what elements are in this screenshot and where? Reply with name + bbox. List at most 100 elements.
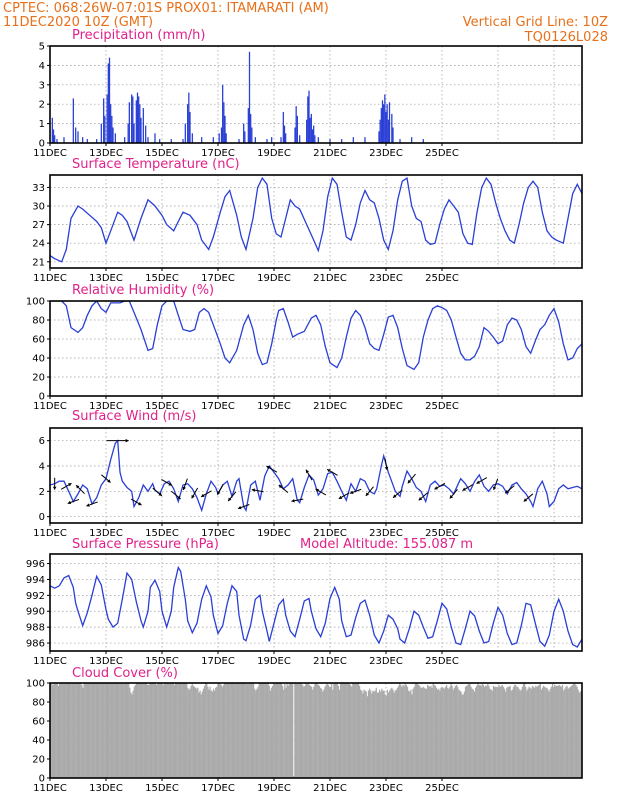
precip-title: Precipitation (mm/h) [72, 28, 205, 43]
cloud-bar [550, 686, 553, 778]
cloud-bar [248, 683, 250, 778]
cloud-bar [518, 688, 520, 778]
precip-bar [296, 115, 298, 143]
wind-vector [449, 488, 458, 499]
cloud-bar [525, 686, 527, 778]
x-tick-label: 19DEC [257, 273, 291, 284]
cloud-bar [415, 683, 418, 778]
cloud-bar [423, 687, 425, 778]
cloud-bar [221, 686, 224, 778]
x-tick-label: 23DEC [369, 273, 403, 284]
precip-bar [77, 131, 79, 143]
cloud-bar [208, 689, 210, 778]
wind-vector [237, 504, 250, 510]
cloud-bar [578, 692, 580, 778]
cloud-bar [531, 685, 534, 778]
precip-bar [112, 127, 114, 143]
cloud-bar [261, 683, 264, 778]
cloud-bar [401, 686, 403, 778]
cloud-bar [91, 683, 93, 778]
cloud-bar [227, 683, 229, 778]
cloud-bar [171, 683, 173, 778]
cloud-bar [131, 694, 133, 778]
cloud-bar [305, 683, 307, 778]
cloud-bar [470, 686, 472, 778]
precip-bar [310, 113, 312, 143]
cloud-bar [267, 683, 269, 778]
y-tick-label: 33 [32, 183, 45, 194]
cloud-bar [232, 683, 235, 778]
cloud-bar [336, 683, 338, 778]
cloud-bar [235, 683, 237, 778]
cloud-bar [328, 686, 331, 778]
cloud-bar [247, 683, 249, 778]
cloud-bar [85, 683, 87, 778]
wind-vector [418, 492, 429, 501]
cloud-bar [390, 688, 392, 778]
cloud-bar [358, 685, 361, 778]
cloud-bar [561, 684, 564, 778]
x-tick-label: 25DEC [425, 783, 459, 794]
cloud-bar [252, 683, 255, 778]
cloud-bar [517, 686, 519, 778]
precip-bar [100, 123, 102, 143]
cloud-bar [317, 684, 319, 778]
cloud-bar [435, 687, 438, 778]
cloud-bar [303, 686, 305, 778]
cloud-bar [468, 683, 470, 778]
cloud-bar [422, 686, 424, 778]
y-tick-label: 5 [39, 42, 45, 53]
cloud-bar [418, 684, 420, 778]
cloud-bar [189, 688, 191, 778]
cloud-bar [154, 683, 157, 778]
cloud-bar [136, 683, 139, 778]
y-tick-label: 0 [39, 392, 45, 403]
x-tick-label: 15DEC [145, 783, 179, 794]
cloud-bar [382, 690, 384, 778]
wind-vector [349, 488, 362, 495]
cloud-bar [367, 690, 370, 778]
header-model-id: TQ0126L028 [524, 30, 608, 45]
cloud-bar [324, 686, 326, 778]
y-tick-label: 988 [26, 623, 45, 634]
cloud-bar [277, 683, 279, 778]
cloud-bar [334, 683, 336, 778]
cloud-bar [280, 683, 283, 778]
cloud-bar [544, 686, 546, 778]
cloud-bar [445, 684, 448, 778]
cloud-bar [326, 683, 328, 778]
cloud-bar [345, 683, 347, 778]
cloud-bar [310, 686, 313, 778]
cloud-bar [409, 691, 411, 778]
cloud-bar [564, 688, 566, 778]
x-tick-label: 21DEC [313, 401, 347, 412]
precip-bar [317, 137, 319, 143]
cloud-bar [319, 687, 322, 778]
wind-vector [462, 484, 474, 491]
cloud-bar [313, 686, 315, 778]
pressure-title: Surface Pressure (hPa) [72, 537, 219, 552]
cloud-bar [116, 683, 119, 778]
cloud-bar [89, 683, 91, 778]
pressure-line [50, 565, 582, 648]
y-tick-label: 20 [32, 373, 45, 384]
cloud-bar [203, 685, 206, 778]
cloud-bar [500, 685, 502, 778]
precip-bar [308, 90, 310, 143]
x-tick-label: 11DEC [33, 783, 67, 794]
cloud-bar [473, 691, 476, 778]
cloud-bar [60, 683, 62, 778]
precip-bar [86, 139, 88, 143]
precip-bar [182, 139, 184, 143]
precip-bar [103, 98, 105, 143]
cloud-bar [58, 683, 61, 778]
cloud-bar [558, 684, 560, 778]
temp-title: Surface Temperature (nC) [72, 157, 240, 172]
precip-bar [244, 131, 246, 143]
cloud-bar [385, 696, 387, 778]
cloud-bar [75, 683, 77, 778]
cloud-bar [375, 687, 377, 778]
cloud-bar [459, 690, 461, 778]
cloud-bar [123, 683, 125, 778]
cloud-bar [270, 687, 273, 778]
